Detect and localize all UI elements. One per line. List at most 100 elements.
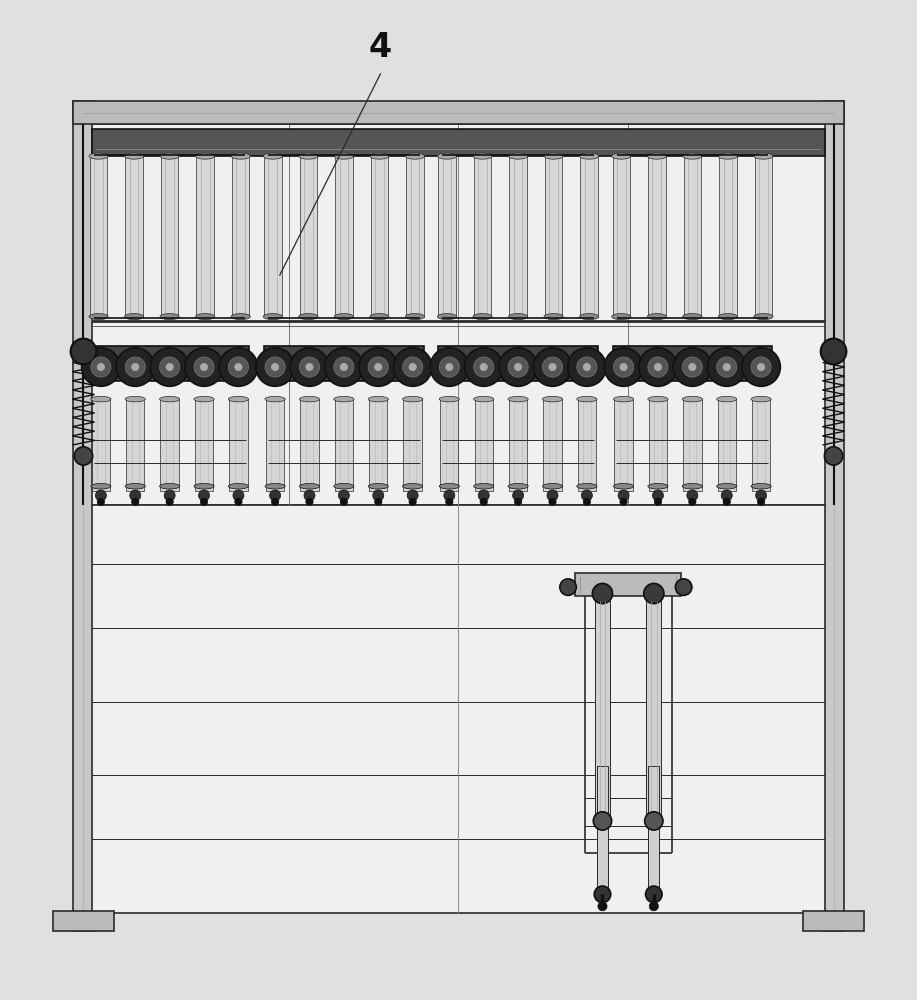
Circle shape <box>270 490 281 501</box>
Bar <box>196 156 214 317</box>
Bar <box>823 101 844 931</box>
Circle shape <box>577 357 597 377</box>
Circle shape <box>716 357 736 377</box>
Circle shape <box>409 498 416 506</box>
Ellipse shape <box>473 396 493 402</box>
Bar <box>160 399 179 491</box>
Ellipse shape <box>299 483 319 489</box>
Circle shape <box>689 498 696 506</box>
Bar <box>335 399 353 491</box>
Circle shape <box>374 498 381 506</box>
Ellipse shape <box>509 314 527 320</box>
Circle shape <box>480 498 488 506</box>
Circle shape <box>129 490 140 501</box>
Bar <box>90 156 107 317</box>
Circle shape <box>74 447 93 465</box>
Circle shape <box>647 357 668 377</box>
Circle shape <box>499 348 537 386</box>
Ellipse shape <box>334 483 354 489</box>
Circle shape <box>325 348 363 386</box>
Bar <box>576 573 680 596</box>
Circle shape <box>305 363 313 371</box>
Circle shape <box>689 363 696 371</box>
Circle shape <box>271 498 279 506</box>
Circle shape <box>166 363 173 371</box>
Bar <box>438 346 598 381</box>
Ellipse shape <box>405 153 425 159</box>
Circle shape <box>374 363 381 371</box>
Ellipse shape <box>612 153 631 159</box>
Bar <box>803 911 864 931</box>
Ellipse shape <box>508 396 528 402</box>
Ellipse shape <box>577 396 597 402</box>
Circle shape <box>407 490 418 501</box>
Ellipse shape <box>160 153 179 159</box>
Text: 4: 4 <box>369 31 392 64</box>
Ellipse shape <box>231 314 250 320</box>
Bar <box>717 399 735 491</box>
Bar <box>92 505 825 913</box>
Ellipse shape <box>751 483 771 489</box>
Circle shape <box>446 363 453 371</box>
Circle shape <box>265 357 285 377</box>
Circle shape <box>91 357 111 377</box>
Bar <box>126 399 144 491</box>
Ellipse shape <box>437 314 457 320</box>
Bar <box>475 399 493 491</box>
Ellipse shape <box>405 314 425 320</box>
Circle shape <box>71 339 96 364</box>
Circle shape <box>646 886 662 903</box>
Bar <box>229 399 248 491</box>
Circle shape <box>193 357 214 377</box>
Circle shape <box>542 357 562 377</box>
Circle shape <box>200 498 207 506</box>
Circle shape <box>756 490 767 501</box>
Bar <box>92 129 825 156</box>
Circle shape <box>160 357 180 377</box>
Ellipse shape <box>683 153 702 159</box>
Ellipse shape <box>473 153 492 159</box>
Circle shape <box>514 363 522 371</box>
Bar <box>646 601 661 821</box>
Ellipse shape <box>542 396 562 402</box>
Bar <box>92 124 825 505</box>
Ellipse shape <box>647 396 668 402</box>
Ellipse shape <box>228 483 249 489</box>
Ellipse shape <box>647 314 667 320</box>
Bar <box>614 399 633 491</box>
Circle shape <box>687 490 698 501</box>
Circle shape <box>200 363 207 371</box>
Circle shape <box>479 490 490 501</box>
Circle shape <box>655 498 662 506</box>
Circle shape <box>97 498 105 506</box>
Ellipse shape <box>403 483 423 489</box>
Bar <box>648 399 667 491</box>
Ellipse shape <box>544 153 563 159</box>
Circle shape <box>655 363 662 371</box>
Circle shape <box>464 348 503 386</box>
Circle shape <box>305 498 313 506</box>
Ellipse shape <box>193 483 214 489</box>
Bar <box>613 346 772 381</box>
Circle shape <box>708 348 746 386</box>
Circle shape <box>513 490 524 501</box>
Ellipse shape <box>265 396 285 402</box>
Circle shape <box>338 490 349 501</box>
Ellipse shape <box>228 396 249 402</box>
Circle shape <box>256 348 294 386</box>
Ellipse shape <box>754 314 773 320</box>
Circle shape <box>299 357 319 377</box>
Bar <box>543 399 561 491</box>
Circle shape <box>593 812 612 830</box>
Circle shape <box>235 363 242 371</box>
Bar <box>92 399 110 491</box>
Circle shape <box>613 357 634 377</box>
Bar <box>126 156 143 317</box>
Bar <box>509 156 526 317</box>
Circle shape <box>271 363 279 371</box>
Circle shape <box>409 363 416 371</box>
Ellipse shape <box>613 396 634 402</box>
Ellipse shape <box>439 396 459 402</box>
Ellipse shape <box>160 314 179 320</box>
Ellipse shape <box>716 396 736 402</box>
